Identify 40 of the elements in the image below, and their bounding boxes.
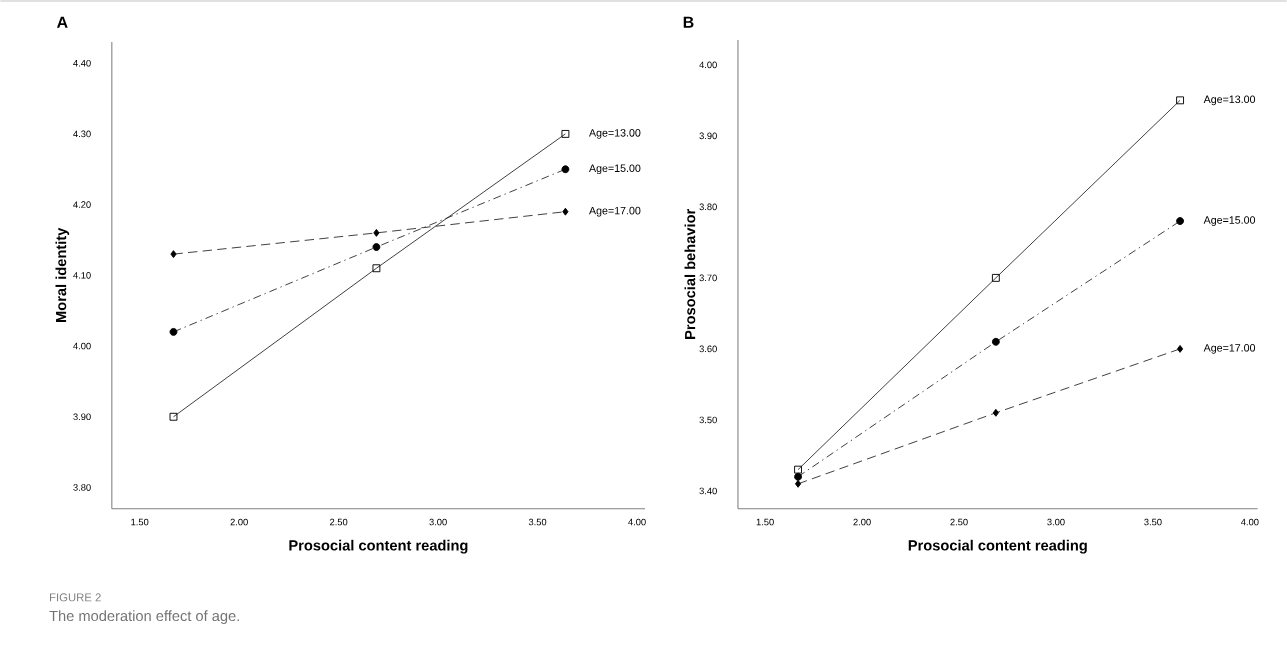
series-label: Age=17.00 <box>589 207 641 217</box>
series-label: Age=15.00 <box>1203 216 1256 227</box>
y-tick-label: 4.10 <box>73 272 91 279</box>
y-tick-label: 3.70 <box>699 274 717 282</box>
y-tick-label: 3.90 <box>73 413 91 421</box>
y-tick-label: 3.90 <box>699 132 717 140</box>
y-tick-label: 3.80 <box>699 203 717 211</box>
chart-title: A <box>56 16 68 28</box>
x-tick-label: 3.50 <box>1144 518 1162 526</box>
y-tick-label: 3.40 <box>699 487 717 495</box>
y-axis-title: Prosocial behavior <box>684 209 696 340</box>
y-axis-title: Moral identity <box>55 227 70 323</box>
x-tick-label: 2.50 <box>950 518 968 526</box>
chart-title: B <box>683 16 694 28</box>
y-tick-label: 3.50 <box>699 416 717 424</box>
x-tick-label: 2.00 <box>853 518 871 526</box>
x-tick-label: 2.50 <box>330 518 348 526</box>
y-tick-label: 4.00 <box>699 61 717 69</box>
y-tick-label: 4.20 <box>73 201 91 209</box>
series-label: Age=13.00 <box>589 129 641 139</box>
x-tick-label: 1.50 <box>131 518 149 526</box>
y-tick-label: 4.30 <box>73 130 91 138</box>
text: The moderation effect of age. <box>49 610 239 625</box>
series-label: Age=13.00 <box>1203 95 1256 106</box>
y-tick-label: 4.40 <box>73 60 91 67</box>
x-tick-label: 4.00 <box>628 518 646 526</box>
x-axis-title: Prosocial content reading <box>908 540 1087 554</box>
x-tick-label: 1.50 <box>756 518 774 526</box>
y-tick-label: 3.80 <box>73 484 91 491</box>
x-axis-title: Prosocial content reading <box>289 540 468 554</box>
y-tick-label: 3.60 <box>699 345 717 353</box>
x-tick-label: 3.00 <box>429 518 447 526</box>
y-tick-label: 4.00 <box>73 342 91 350</box>
x-tick-label: 2.00 <box>230 518 248 526</box>
caption: FIGURE 2 <box>50 593 101 602</box>
x-tick-label: 3.00 <box>1047 518 1065 526</box>
series-label: Age=15.00 <box>589 164 641 175</box>
x-tick-label: 4.00 <box>1241 518 1259 526</box>
series-label: Age=17.00 <box>1203 344 1256 354</box>
x-tick-label: 3.50 <box>528 518 547 526</box>
